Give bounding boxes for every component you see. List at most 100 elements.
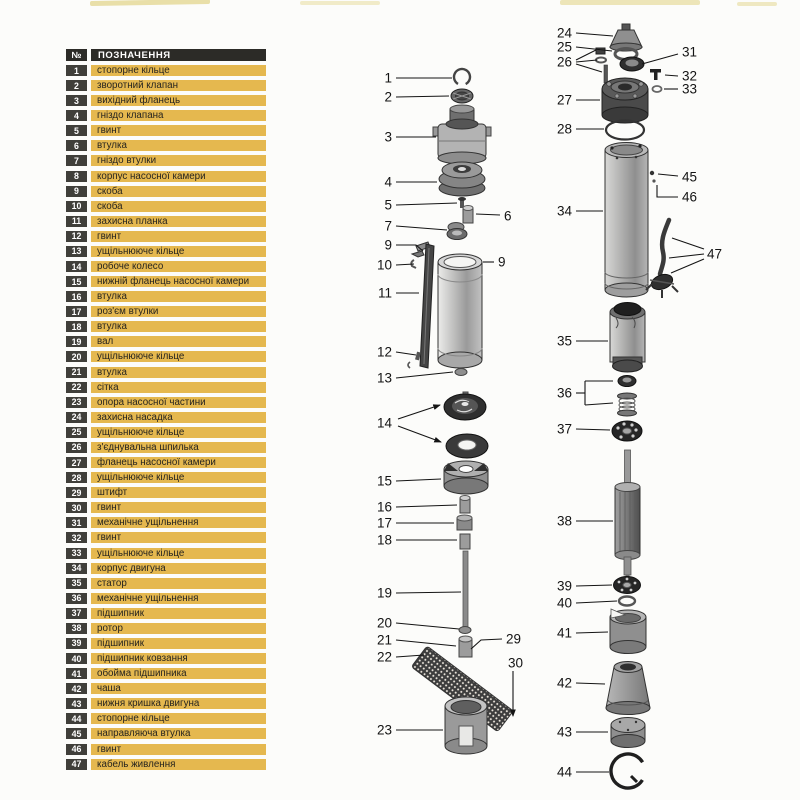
row-number: 14	[66, 261, 87, 273]
part-clamp-10	[410, 259, 417, 269]
callout-15: 15	[377, 474, 392, 489]
part-screw-46	[652, 179, 656, 183]
row-label: штифт	[91, 487, 266, 499]
row-label: гвинт	[91, 125, 266, 137]
header-name-cell: ПОЗНАЧЕННЯ	[91, 49, 266, 61]
row-label: з'єднувальна шпилька	[91, 441, 266, 453]
table-row: 7 гніздо втулки	[66, 155, 266, 167]
table-row: 47 кабель живлення	[66, 758, 266, 770]
row-number: 22	[66, 381, 87, 393]
callout-29: 29	[506, 632, 521, 647]
scan-artifact	[560, 0, 700, 5]
leader-line	[396, 244, 424, 252]
part-mech-seal-31	[619, 56, 645, 72]
row-number: 1	[66, 65, 87, 76]
header-no-cell: №	[66, 49, 87, 61]
table-row: 19 вал	[66, 336, 266, 348]
row-label: опора насосної частини	[91, 396, 266, 408]
table-row: 13 ущільнююче кільце	[66, 245, 266, 257]
leader-line	[575, 682, 606, 685]
part-impeller-washer	[445, 433, 489, 459]
part-motor-bottom-cover-43	[610, 717, 646, 748]
part-impeller	[443, 391, 487, 421]
row-label: зворотний клапан	[91, 80, 266, 92]
row-number: 19	[66, 336, 87, 348]
table-row: 6 втулка	[66, 140, 266, 152]
leader-line	[397, 425, 442, 443]
row-number: 18	[66, 321, 87, 333]
callout-1: 1	[384, 71, 392, 86]
table-row: 33 ущільнююче кільце	[66, 547, 266, 559]
part-bushing-connector-17	[456, 514, 473, 531]
table-row: 21 втулка	[66, 366, 266, 378]
part-valve-seat	[438, 161, 486, 197]
callout-38: 38	[557, 514, 572, 529]
leader-line	[575, 631, 609, 634]
row-number: 16	[66, 291, 87, 303]
callout-22: 22	[377, 650, 392, 665]
row-number: 11	[66, 215, 87, 227]
table-row: 34 корпус двигуна	[66, 562, 266, 574]
callout-6: 6	[504, 209, 512, 224]
part-o-ring-28	[604, 119, 646, 141]
row-number: 20	[66, 351, 87, 363]
part-screw-12	[407, 351, 421, 369]
callout-37: 37	[557, 422, 572, 437]
row-number: 17	[66, 306, 87, 318]
row-label: ущільнююче кільце	[91, 472, 266, 484]
row-number: 6	[66, 140, 87, 152]
part-rotor-38	[614, 449, 641, 581]
part-motor-housing-34	[604, 142, 649, 298]
row-label: втулка	[91, 140, 266, 152]
row-label: гвинт	[91, 532, 266, 544]
table-row: 37 підшипник	[66, 607, 266, 619]
callout-12: 12	[377, 345, 392, 360]
parts-table: № ПОЗНАЧЕННЯ 1 стопорне кільце 2 зворотний …	[66, 49, 266, 774]
callout-10: 10	[377, 258, 392, 273]
leader-line	[395, 371, 454, 379]
callout-34: 34	[557, 204, 573, 219]
row-number: 45	[66, 728, 87, 740]
row-number: 38	[66, 622, 87, 634]
row-number: 9	[66, 185, 87, 197]
row-number: 47	[66, 758, 87, 770]
leader-line	[670, 258, 705, 274]
leader-line	[395, 225, 448, 231]
row-label: гніздо клапана	[91, 110, 266, 122]
part-bushing-16	[459, 495, 471, 514]
callout-24: 24	[557, 26, 573, 41]
callout-46: 46	[682, 190, 697, 205]
row-label: корпус двигуна	[91, 562, 266, 574]
table-row: 14 робоче колесо	[66, 261, 266, 273]
callout-36: 36	[557, 386, 572, 401]
part-guide-bushing-45	[649, 170, 655, 176]
leader-line	[657, 173, 679, 177]
callout-40: 40	[557, 596, 572, 611]
callout-20: 20	[377, 616, 392, 631]
callout-47: 47	[707, 247, 722, 262]
part-mech-seal-36	[617, 375, 637, 417]
row-number: 2	[66, 80, 87, 92]
callout-28: 28	[557, 122, 572, 137]
row-number: 25	[66, 426, 87, 438]
row-label: вал	[91, 336, 266, 348]
leader-line	[475, 213, 501, 216]
part-power-cable-47	[645, 217, 679, 298]
table-row: 26 з'єднувальна шпилька	[66, 441, 266, 453]
table-row: 1 стопорне кільце	[66, 65, 266, 76]
part-slide-bearing-40	[617, 595, 637, 607]
callout-32: 32	[682, 69, 697, 84]
row-number: 21	[66, 366, 87, 378]
row-label: механічне ущільнення	[91, 517, 266, 529]
part-screw-5	[458, 197, 466, 208]
table-row: 46 гвинт	[66, 743, 266, 755]
table-row: 15 нижній фланець насосної камери	[66, 276, 266, 288]
row-label: ущільнююче кільце	[91, 426, 266, 438]
row-number: 44	[66, 713, 87, 725]
row-label: механічне ущільнення	[91, 592, 266, 604]
row-label: підшипник ковзання	[91, 653, 266, 665]
row-label: втулка	[91, 366, 266, 378]
callout-9: 9	[384, 238, 392, 253]
table-row: 10 скоба	[66, 200, 266, 212]
